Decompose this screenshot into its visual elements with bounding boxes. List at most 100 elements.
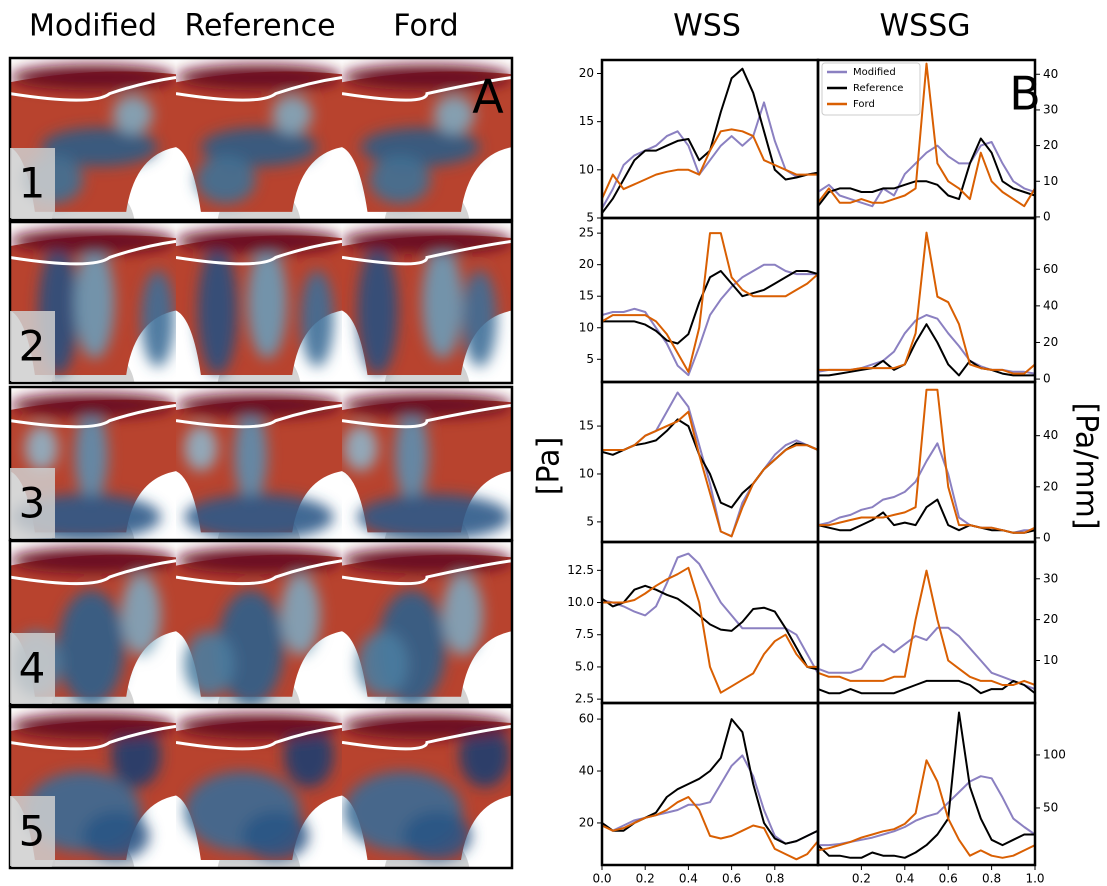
x-tick-label: 0.6	[939, 872, 958, 886]
wss-patch	[357, 494, 511, 540]
surface-pattern	[342, 713, 512, 860]
series-line	[602, 270, 818, 345]
wss-patch	[184, 494, 334, 540]
y-tick-label: 0	[1043, 372, 1051, 386]
vessel-render	[176, 387, 342, 540]
series-line	[602, 101, 818, 209]
panel-label: B	[1009, 67, 1041, 121]
chart-frame	[816, 540, 1037, 705]
neck-line	[342, 403, 512, 429]
series-line	[818, 323, 1035, 377]
chart-frame	[600, 540, 820, 705]
row-label: 5	[19, 807, 46, 856]
wss-patch	[360, 127, 480, 167]
neck-line	[342, 75, 512, 102]
series-line	[602, 584, 818, 671]
wss-patch	[272, 95, 313, 135]
wss-patch	[74, 409, 108, 502]
y-tick-label: 7.5	[575, 627, 594, 641]
x-tick-label: 0.6	[722, 872, 741, 886]
neck-line	[10, 403, 176, 429]
wss-patch	[24, 425, 59, 472]
wss-patch	[10, 713, 176, 740]
vessel-render	[176, 222, 342, 383]
y-tick-label: 20	[1043, 335, 1058, 349]
chart-frame	[600, 58, 820, 220]
wss-patch	[74, 246, 115, 359]
wss-patch	[343, 425, 378, 472]
surface-pattern	[10, 713, 176, 860]
neck-line	[10, 75, 176, 102]
y-tick-label: 40	[1043, 428, 1058, 442]
y-tick-label: 20	[579, 257, 594, 271]
wss-patch	[195, 155, 256, 204]
y-tick-label: 30	[1043, 102, 1058, 116]
chart: 50 100 0.2 0.4 0.6 0.8 1.0	[816, 701, 1066, 886]
y-tick-label: 5.0	[575, 659, 594, 673]
chart: 5 10 15 20	[579, 58, 820, 225]
legend-label: Reference	[853, 83, 903, 94]
wss-patch	[342, 393, 512, 418]
row-label: 2	[19, 322, 46, 371]
chart: 0 20 40 60	[816, 216, 1058, 386]
row-label-box	[10, 148, 55, 218]
neck-line	[342, 239, 512, 266]
chart: 0 20 40	[816, 380, 1058, 544]
y-axis-label: [Pa]	[532, 437, 567, 496]
x-tick-label: 0.4	[895, 872, 914, 886]
row-label-box	[10, 796, 55, 866]
plot-area	[818, 62, 1035, 208]
series-line	[602, 67, 818, 214]
chart: 10 20 30	[816, 540, 1058, 705]
wss-patch	[421, 246, 463, 359]
neck-line	[176, 724, 342, 751]
wss-patch	[184, 425, 218, 472]
x-tick-label: 1.0	[1025, 872, 1044, 886]
plot-area	[818, 711, 1035, 859]
y-tick-label: 0	[1043, 209, 1051, 223]
neck-line	[342, 724, 512, 751]
series-line	[818, 679, 1035, 695]
panel-b: 5 10 15 20 0 10 20 30 40 Modified Reference Ford 5 10…	[567, 58, 1066, 886]
y-axis-label: [Pa/mm]	[1069, 402, 1104, 529]
wss-patch	[403, 811, 472, 860]
vessel-render	[342, 707, 512, 868]
wss-patch	[176, 64, 342, 91]
series-line	[818, 759, 1035, 859]
wss-patch	[342, 713, 512, 740]
vessel-render	[176, 707, 342, 868]
wss-patch	[197, 246, 238, 375]
vessel-render	[342, 387, 512, 540]
wss-patch	[369, 155, 431, 204]
y-tick-label: 40	[1043, 67, 1058, 81]
surface-pattern	[176, 713, 342, 860]
wss-patch	[300, 270, 334, 367]
wss-patch	[176, 547, 342, 574]
chart-frame	[816, 701, 1037, 867]
wss-patch	[442, 573, 484, 656]
wss-patch	[433, 95, 475, 135]
y-tick-label: 30	[1043, 571, 1058, 585]
y-tick-label: 60	[579, 712, 594, 726]
neck-line	[10, 724, 176, 751]
y-tick-label: 10	[579, 162, 594, 176]
plot-area	[602, 67, 818, 214]
series-line	[818, 626, 1035, 691]
y-tick-label: 5	[586, 211, 594, 225]
column-title: WSS	[673, 9, 741, 44]
plot-area	[818, 231, 1035, 377]
x-tick-label: 0.8	[982, 872, 1001, 886]
plot-area	[602, 552, 818, 694]
y-tick-label: 12.5	[567, 563, 594, 577]
plot-area	[602, 232, 818, 377]
wss-patch	[280, 573, 321, 656]
legend-label: Modified	[853, 67, 896, 78]
wss-patch	[342, 228, 512, 255]
y-tick-label: 20	[1043, 479, 1058, 493]
y-tick-label: 100	[1043, 747, 1066, 761]
series-line	[818, 141, 1035, 208]
column-title: Modified	[29, 9, 157, 44]
series-line	[602, 410, 818, 538]
wss-patch	[176, 228, 342, 255]
y-tick-label: 20	[579, 815, 594, 829]
